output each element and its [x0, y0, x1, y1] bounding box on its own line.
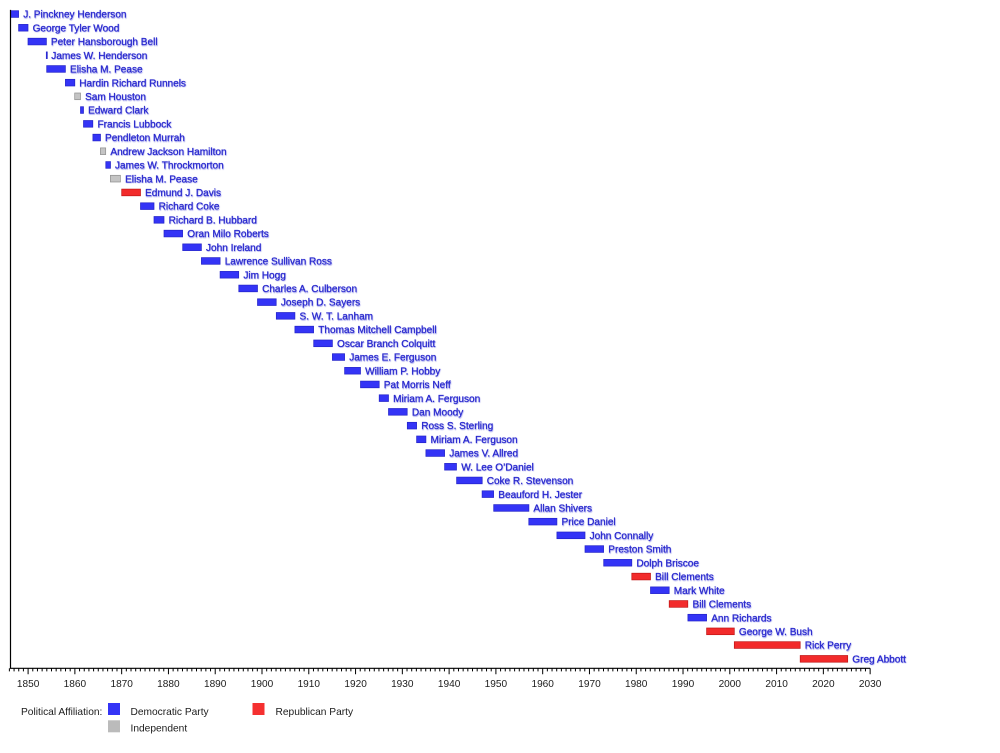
svg-text:Jim Hogg: Jim Hogg [243, 270, 285, 281]
svg-text:John Ireland: John Ireland [206, 243, 261, 254]
svg-text:Beauford H. Jester: Beauford H. Jester [498, 490, 582, 501]
svg-text:1980: 1980 [625, 679, 648, 690]
svg-text:Miriam A. Ferguson: Miriam A. Ferguson [431, 435, 518, 446]
svg-text:Pendleton Murrah: Pendleton Murrah [105, 133, 185, 144]
svg-text:1960: 1960 [531, 679, 554, 690]
svg-text:George W. Bush: George W. Bush [739, 627, 813, 638]
svg-text:Joseph D. Sayers: Joseph D. Sayers [281, 298, 360, 309]
svg-text:2030: 2030 [859, 679, 882, 690]
svg-text:Edward Clark: Edward Clark [88, 106, 149, 117]
svg-text:Elisha M. Pease: Elisha M. Pease [125, 174, 198, 185]
svg-text:1890: 1890 [204, 679, 227, 690]
svg-text:Richard B. Hubbard: Richard B. Hubbard [169, 215, 257, 226]
svg-text:Thomas Mitchell Campbell: Thomas Mitchell Campbell [318, 325, 436, 336]
svg-text:Dan Moody: Dan Moody [412, 408, 463, 419]
svg-text:Edmund J. Davis: Edmund J. Davis [145, 188, 221, 199]
svg-text:Pat Morris Neff: Pat Morris Neff [384, 380, 451, 391]
svg-text:Richard Coke: Richard Coke [159, 202, 220, 213]
svg-text:Democratic Party: Democratic Party [131, 707, 210, 718]
svg-text:W. Lee O’Daniel: W. Lee O’Daniel [461, 462, 534, 473]
svg-text:Hardin Richard Runnels: Hardin Richard Runnels [79, 78, 186, 89]
svg-text:Peter Hansborough Bell: Peter Hansborough Bell [51, 37, 158, 48]
svg-text:1900: 1900 [251, 679, 274, 690]
svg-text:Allan Shivers: Allan Shivers [533, 504, 592, 515]
svg-text:George Tyler Wood: George Tyler Wood [33, 23, 120, 34]
svg-text:Price Daniel: Price Daniel [562, 517, 616, 528]
svg-text:Bill Clements: Bill Clements [655, 572, 714, 583]
svg-text:Independent: Independent [131, 724, 188, 735]
svg-text:Sam Houston: Sam Houston [85, 92, 146, 103]
svg-text:1880: 1880 [157, 679, 180, 690]
svg-text:William P. Hobby: William P. Hobby [365, 366, 440, 377]
svg-text:1970: 1970 [578, 679, 601, 690]
svg-text:James W. Henderson: James W. Henderson [51, 51, 147, 62]
svg-text:Oran Milo Roberts: Oran Milo Roberts [187, 229, 269, 240]
svg-text:Mark White: Mark White [674, 586, 725, 597]
svg-text:2010: 2010 [765, 679, 788, 690]
svg-text:1910: 1910 [298, 679, 321, 690]
svg-text:Bill Clements: Bill Clements [693, 600, 752, 611]
svg-text:Coke R. Stevenson: Coke R. Stevenson [487, 476, 574, 487]
svg-text:S. W. T. Lanham: S. W. T. Lanham [300, 312, 374, 323]
svg-text:1860: 1860 [64, 679, 87, 690]
svg-text:Political Affiliation:: Political Affiliation: [21, 707, 102, 718]
svg-text:Charles A. Culberson: Charles A. Culberson [262, 284, 357, 295]
svg-text:John Connally: John Connally [590, 531, 654, 542]
svg-text:Rick Perry: Rick Perry [805, 641, 851, 652]
svg-text:1990: 1990 [672, 679, 695, 690]
svg-text:Francis Lubbock: Francis Lubbock [98, 119, 173, 130]
svg-text:1950: 1950 [485, 679, 508, 690]
svg-text:Lawrence Sullivan Ross: Lawrence Sullivan Ross [225, 257, 332, 268]
svg-text:James E. Ferguson: James E. Ferguson [349, 353, 436, 364]
svg-text:2000: 2000 [719, 679, 742, 690]
svg-text:James V. Allred: James V. Allred [449, 449, 518, 460]
svg-text:2020: 2020 [812, 679, 835, 690]
svg-text:Greg Abbott: Greg Abbott [852, 654, 906, 665]
svg-text:Preston Smith: Preston Smith [608, 545, 671, 556]
svg-text:1920: 1920 [344, 679, 367, 690]
svg-text:1940: 1940 [438, 679, 461, 690]
svg-text:Elisha M. Pease: Elisha M. Pease [70, 65, 143, 76]
svg-text:1870: 1870 [110, 679, 133, 690]
svg-text:James W. Throckmorton: James W. Throckmorton [115, 161, 224, 172]
svg-text:Miriam A. Ferguson: Miriam A. Ferguson [393, 394, 480, 405]
svg-text:J. Pinckney Henderson: J. Pinckney Henderson [23, 10, 126, 21]
svg-text:Ross S. Sterling: Ross S. Sterling [421, 421, 493, 432]
svg-text:Oscar Branch Colquitt: Oscar Branch Colquitt [337, 339, 435, 350]
svg-text:Ann Richards: Ann Richards [711, 613, 771, 624]
svg-text:Republican Party: Republican Party [276, 707, 354, 718]
svg-text:Dolph Briscoe: Dolph Briscoe [636, 558, 699, 569]
svg-text:1850: 1850 [17, 679, 40, 690]
svg-text:Andrew Jackson Hamilton: Andrew Jackson Hamilton [110, 147, 226, 158]
svg-text:1930: 1930 [391, 679, 414, 690]
